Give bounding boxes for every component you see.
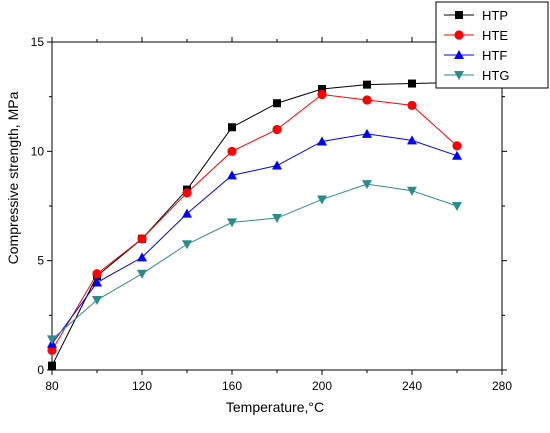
- data-point-htp: [48, 361, 56, 370]
- legend-marker-hte: [454, 30, 464, 40]
- data-point-hte: [452, 141, 462, 151]
- series-hte: [47, 89, 462, 355]
- x-tick-label: 120: [132, 379, 152, 393]
- data-point-hte: [317, 89, 327, 100]
- x-tick-label: 240: [402, 379, 422, 393]
- x-tick-label: 200: [312, 379, 332, 393]
- data-point-hte: [182, 188, 192, 198]
- y-axis-title: Compressive strength, MPa: [5, 91, 21, 264]
- series-layer: [47, 78, 462, 370]
- legend-label-hte: HTE: [482, 28, 508, 43]
- data-point-hte: [362, 95, 372, 105]
- data-point-hte: [92, 269, 102, 279]
- legend-label-htg: HTG: [482, 68, 509, 83]
- data-point-htg: [362, 180, 372, 190]
- data-point-htg: [452, 202, 462, 211]
- data-point-htf: [137, 252, 147, 262]
- plot-frame: [51, 41, 503, 371]
- data-point-htp: [318, 85, 326, 94]
- data-point-htg: [47, 335, 57, 345]
- data-point-htp: [363, 80, 371, 89]
- data-point-htp: [273, 99, 281, 108]
- data-point-htf: [317, 136, 327, 146]
- y-tick-label: 0: [37, 363, 44, 377]
- data-point-htf: [272, 160, 282, 170]
- data-point-hte: [137, 234, 147, 244]
- series-htg: [47, 180, 462, 345]
- series-line-htg: [51, 183, 458, 340]
- legend-marker-htf: [454, 50, 464, 59]
- data-point-htp: [228, 123, 236, 132]
- data-point-htf: [92, 277, 102, 287]
- legend-label-htf: HTF: [482, 48, 507, 63]
- series-line-htf: [51, 133, 458, 345]
- data-point-htf: [362, 128, 372, 138]
- x-tick-label: 280: [492, 379, 512, 393]
- data-point-htg: [272, 214, 282, 224]
- data-point-hte: [272, 124, 282, 135]
- y-tick-label: 5: [37, 254, 44, 268]
- data-point-hte: [47, 345, 57, 355]
- data-point-htf: [452, 150, 462, 160]
- legend-marker-htp: [455, 11, 463, 19]
- axes: 80 120 160 200 240 280 0 5 10 15: [31, 35, 513, 393]
- x-tick-label: 80: [45, 379, 59, 393]
- data-point-htp: [408, 79, 416, 88]
- data-point-htf: [407, 135, 417, 145]
- data-point-htg: [317, 195, 327, 205]
- data-point-hte: [407, 100, 417, 111]
- data-point-htg: [407, 186, 417, 196]
- legend-label-htp: HTP: [482, 8, 508, 23]
- legend-box: [435, 1, 549, 89]
- data-point-htg: [92, 296, 102, 306]
- data-point-htg: [137, 269, 147, 279]
- data-point-htf: [227, 170, 237, 180]
- series-line-htp: [51, 81, 458, 366]
- data-point-htg: [182, 240, 192, 250]
- series-htp: [48, 78, 461, 370]
- y-tick-label: 10: [31, 144, 45, 158]
- x-tick-label: 160: [222, 379, 242, 393]
- data-point-htg: [227, 218, 237, 228]
- data-point-hte: [227, 146, 237, 156]
- series-line-hte: [51, 93, 458, 351]
- series-htf: [47, 128, 462, 348]
- legend: HTP HTE HTF HTG: [435, 1, 549, 89]
- x-axis-title: Temperature,°C: [226, 399, 324, 415]
- y-tick-label: 15: [31, 35, 45, 49]
- data-point-htf: [182, 208, 192, 218]
- legend-marker-htg: [454, 71, 464, 80]
